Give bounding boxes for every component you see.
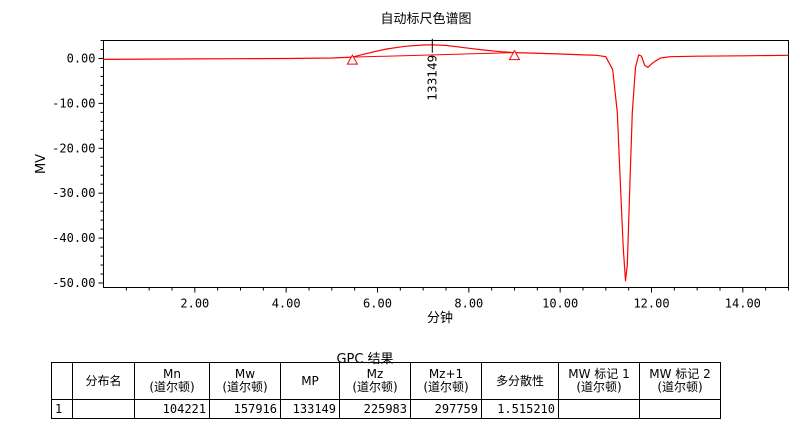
table-cell: 1 xyxy=(51,399,73,419)
x-tick-label: 10.00 xyxy=(542,297,578,311)
table-cell: 1.515210 xyxy=(481,399,559,419)
table-cell xyxy=(72,399,135,419)
table-cell xyxy=(639,399,721,419)
table-header-cell: Mz (道尔顿) xyxy=(339,362,411,400)
table-header-cell: MW 标记 2 (道尔顿) xyxy=(639,362,721,400)
integration-marker xyxy=(346,54,359,65)
table-header-cell xyxy=(51,362,73,400)
x-tick-label: 8.00 xyxy=(454,297,483,311)
x-tick-label: 4.00 xyxy=(272,297,301,311)
x-tick-label: 2.00 xyxy=(180,297,209,311)
table-cell xyxy=(558,399,640,419)
baseline-line xyxy=(352,52,515,58)
y-tick-label: -30.00 xyxy=(52,186,95,200)
y-axis-label: MV xyxy=(34,154,49,174)
table-row: 1 104221 157916 133149 225983 297759 1.515210 xyxy=(51,399,721,419)
table-cell: 133149 xyxy=(280,399,340,419)
x-axis-label: 分钟 xyxy=(427,310,453,326)
table-header-cell: 分布名 xyxy=(72,362,135,400)
series-line xyxy=(103,44,789,282)
table-cell: 104221 xyxy=(134,399,210,419)
chromatogram-chart: 自动标尺色谱图 0.00 -10.00 -20.00 -30.00 -40.00 -50.… xyxy=(34,11,789,326)
table-header-cell: Mw (道尔顿) xyxy=(209,362,281,400)
table-header-cell: Mn (道尔顿) xyxy=(134,362,210,400)
table-header-cell: MP xyxy=(280,362,340,400)
table-header-row: 分布名 Mn (道尔顿) Mw (道尔顿) MP Mz (道尔顿) Mz+1 (道尔顿) 多分散性 M… xyxy=(51,362,721,400)
x-tick-label: 6.00 xyxy=(363,297,392,311)
y-tick-label: -50.00 xyxy=(52,276,95,290)
x-axis: 2.00 4.00 6.00 8.00 10.00 12.00 14.00 xyxy=(125,287,789,311)
table-cell: 225983 xyxy=(339,399,411,419)
plot-area: 133149 xyxy=(103,38,789,282)
y-axis: 0.00 -10.00 -20.00 -30.00 -40.00 -50.00 xyxy=(52,40,104,290)
integration-marker xyxy=(508,49,521,61)
table-cell: 297759 xyxy=(410,399,482,419)
table-cell: 157916 xyxy=(209,399,281,419)
y-tick-label: -20.00 xyxy=(52,141,95,155)
y-tick-label: -10.00 xyxy=(52,96,95,110)
table-body: 1 104221 157916 133149 225983 297759 1.515210 xyxy=(51,399,721,419)
plot-frame xyxy=(103,40,789,288)
y-tick-label: -40.00 xyxy=(52,231,95,245)
table-header-cell: Mz+1 (道尔顿) xyxy=(410,362,482,400)
table-header-cell: MW 标记 1 (道尔顿) xyxy=(558,362,640,400)
y-tick-label: 0.00 xyxy=(67,51,96,65)
table-header-cell: 多分散性 xyxy=(481,362,559,400)
peak-label: 133149 xyxy=(425,55,439,101)
chart-title: 自动标尺色谱图 xyxy=(380,11,471,27)
results-table: 分布名 Mn (道尔顿) Mw (道尔顿) MP Mz (道尔顿) Mz+1 (道尔顿) 多分散性 M… xyxy=(51,362,721,419)
x-tick-label: 14.00 xyxy=(725,297,761,311)
x-tick-label: 12.00 xyxy=(633,297,669,311)
